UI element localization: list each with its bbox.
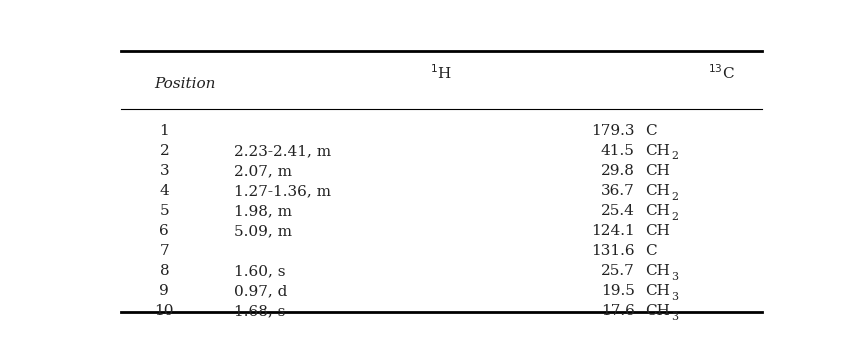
Text: 19.5: 19.5 (601, 284, 635, 298)
Text: C: C (645, 244, 656, 258)
Text: 29.8: 29.8 (601, 164, 635, 178)
Text: CH: CH (645, 224, 670, 238)
Text: 2: 2 (672, 212, 678, 222)
Text: Position: Position (154, 77, 216, 91)
Text: 2: 2 (672, 191, 678, 201)
Text: 3: 3 (672, 292, 678, 302)
Text: CH: CH (645, 305, 670, 318)
Text: 5: 5 (159, 204, 169, 218)
Text: 3: 3 (672, 272, 678, 282)
Text: CH: CH (645, 184, 670, 198)
Text: 179.3: 179.3 (592, 124, 635, 138)
Text: 1.60, s: 1.60, s (234, 264, 286, 278)
Text: CH: CH (645, 144, 670, 158)
Text: 6: 6 (159, 224, 170, 238)
Text: 2.23-2.41, m: 2.23-2.41, m (234, 144, 331, 158)
Text: 8: 8 (159, 264, 169, 278)
Text: 131.6: 131.6 (592, 244, 635, 258)
Text: 9: 9 (159, 284, 170, 298)
Text: 2: 2 (672, 151, 678, 161)
Text: 25.7: 25.7 (601, 264, 635, 278)
Text: 10: 10 (155, 305, 174, 318)
Text: 25.4: 25.4 (601, 204, 635, 218)
Text: 0.97, d: 0.97, d (234, 284, 288, 298)
Text: 124.1: 124.1 (591, 224, 635, 238)
Text: 4: 4 (159, 184, 170, 198)
Text: 1.68, s: 1.68, s (234, 305, 286, 318)
Text: 2: 2 (159, 144, 170, 158)
Text: 1: 1 (159, 124, 170, 138)
Text: 3: 3 (672, 312, 678, 322)
Text: $^{13}$C: $^{13}$C (708, 64, 735, 82)
Text: CH: CH (645, 284, 670, 298)
Text: 5.09, m: 5.09, m (234, 224, 293, 238)
Text: CH: CH (645, 204, 670, 218)
Text: 36.7: 36.7 (601, 184, 635, 198)
Text: 3: 3 (159, 164, 169, 178)
Text: 41.5: 41.5 (601, 144, 635, 158)
Text: CH: CH (645, 264, 670, 278)
Text: 7: 7 (159, 244, 169, 258)
Text: 1.27-1.36, m: 1.27-1.36, m (234, 184, 331, 198)
Text: 17.6: 17.6 (601, 305, 635, 318)
Text: CH: CH (645, 164, 670, 178)
Text: 2.07, m: 2.07, m (234, 164, 293, 178)
Text: C: C (645, 124, 656, 138)
Text: $^{1}$H: $^{1}$H (430, 64, 452, 82)
Text: 1.98, m: 1.98, m (234, 204, 293, 218)
